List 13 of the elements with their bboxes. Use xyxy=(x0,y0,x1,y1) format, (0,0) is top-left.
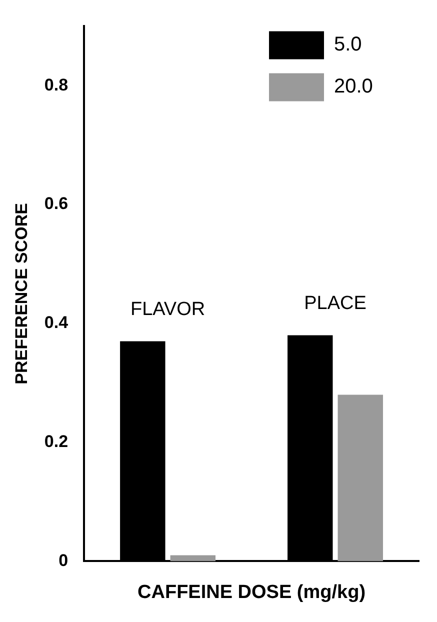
y-tick-label: 0.4 xyxy=(44,313,69,332)
x-tick-label: PLACE xyxy=(304,293,366,314)
bar xyxy=(338,394,383,562)
legend-label: 5.0 xyxy=(334,34,362,56)
y-tick-label: 0.6 xyxy=(44,194,68,214)
legend-label: 20.0 xyxy=(334,76,373,98)
y-tick-label: 0.8 xyxy=(44,75,68,94)
y-axis-title: PREFERENCE SCORE xyxy=(12,203,31,384)
bar xyxy=(170,555,216,562)
x-axis-title: CAFFEINE DOSE (mg/kg) xyxy=(138,582,366,603)
y-tick-label: 0 xyxy=(58,550,68,570)
y-tick-label: 0.2 xyxy=(44,432,68,451)
x-tick-label: FLAVOR xyxy=(130,298,206,320)
